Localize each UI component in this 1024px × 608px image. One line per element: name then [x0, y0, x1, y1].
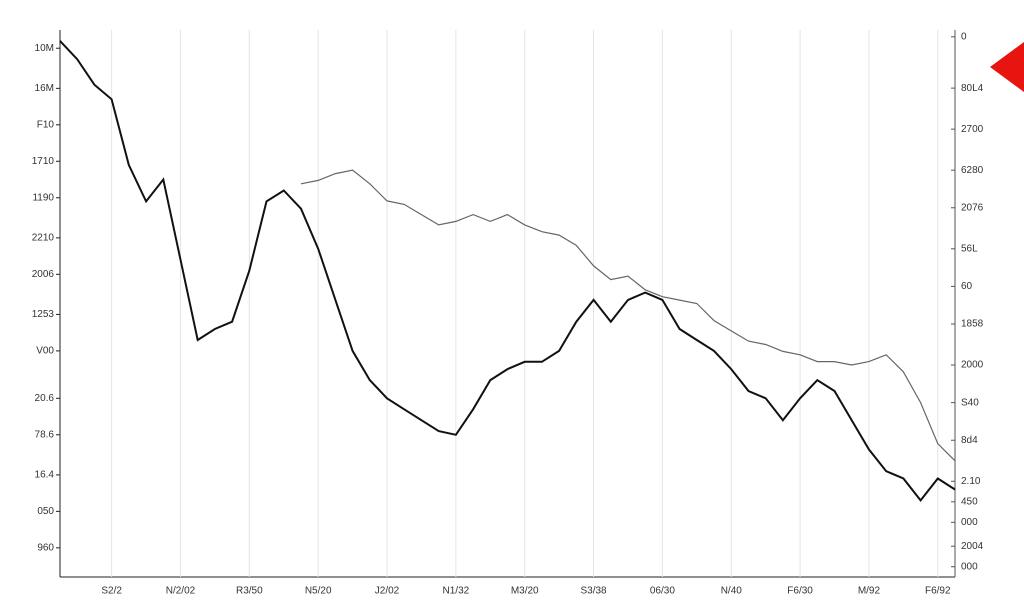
- y-tick-label: 16.4: [35, 470, 55, 481]
- x-tick-label: F6/92: [925, 586, 951, 597]
- y2-tick-label: 1858: [961, 319, 984, 330]
- y2-tick-label: 6280: [961, 165, 984, 176]
- x-tick-label: J2/02: [375, 586, 400, 597]
- y2-tick-label: 2.10: [961, 476, 981, 487]
- y2-tick-label: 2700: [961, 124, 984, 135]
- x-tick-label: S3/38: [580, 586, 607, 597]
- x-tick-label: F6/30: [787, 586, 813, 597]
- y-tick-label: 1253: [32, 309, 55, 320]
- x-tick-label: M3/20: [511, 586, 539, 597]
- data-line: [300, 169, 956, 462]
- y2-tick-label: 000: [961, 517, 978, 528]
- x-tick-label: N5/20: [305, 586, 332, 597]
- y2-tick-label: 8d4: [961, 435, 978, 446]
- y-tick-label: 2006: [32, 269, 55, 280]
- y2-tick-label: 450: [961, 496, 978, 507]
- y-tick-label: 2210: [32, 233, 55, 244]
- y2-tick-label: 80L4: [961, 83, 984, 94]
- y2-tick-label: S40: [961, 397, 979, 408]
- y-tick-label: 960: [37, 542, 54, 553]
- x-tick-label: S2/2: [101, 586, 122, 597]
- x-tick-label: N1/32: [443, 586, 470, 597]
- y-tick-label: 20.6: [35, 393, 55, 404]
- y-tick-label: 16M: [35, 83, 54, 94]
- y-tick-label: 1710: [32, 156, 55, 167]
- y-tick-label: 10M: [35, 43, 54, 54]
- y-tick-label: F10: [37, 119, 55, 130]
- data-line: [59, 40, 956, 503]
- marker-triangle: [990, 42, 1024, 92]
- y-tick-label: 1190: [32, 192, 54, 203]
- y2-tick-label: 56L: [961, 243, 978, 254]
- y2-tick-label: 2004: [961, 541, 984, 552]
- y-tick-label: 78.6: [35, 429, 55, 440]
- y2-tick-label: 60: [961, 281, 973, 292]
- y-tick-label: 050: [37, 506, 54, 517]
- y2-tick-label: 000: [961, 561, 978, 572]
- x-tick-label: N/40: [721, 586, 743, 597]
- y2-tick-label: 2076: [961, 202, 984, 213]
- y-tick-label: V00: [36, 346, 54, 357]
- y2-tick-label: 0: [961, 31, 967, 42]
- x-tick-label: 06/30: [650, 586, 675, 597]
- x-tick-label: M/92: [858, 586, 881, 597]
- y2-tick-label: 2000: [961, 360, 984, 371]
- x-tick-label: R3/50: [236, 586, 263, 597]
- x-tick-label: N/2/02: [166, 586, 196, 597]
